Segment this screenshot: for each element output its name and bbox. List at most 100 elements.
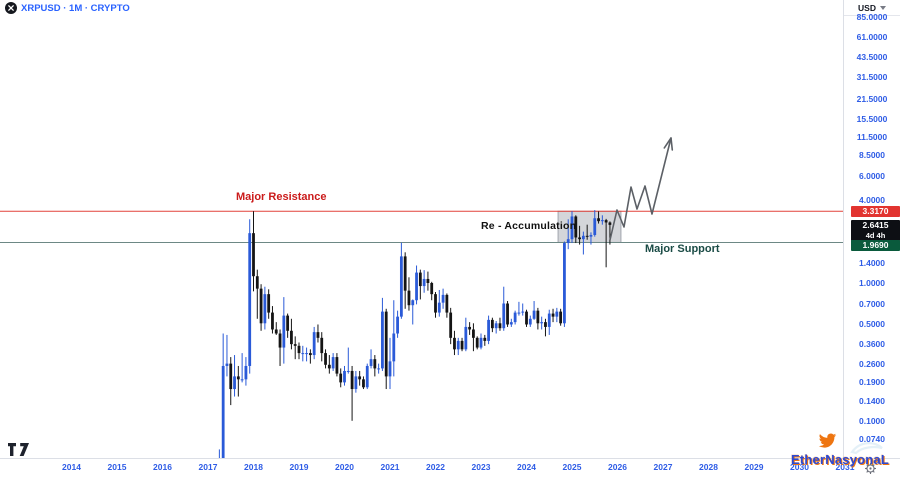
support-label[interactable]: Major Support	[645, 243, 720, 255]
candle	[464, 326, 468, 350]
year-tick-2018: 2018	[244, 462, 263, 472]
candle	[453, 337, 456, 350]
xrp-logo-icon	[5, 2, 17, 14]
watermark: EtherNasyonaL	[788, 433, 892, 471]
candle	[312, 332, 316, 356]
year-tick-2020: 2020	[335, 462, 354, 472]
price-tick: 0.2600	[859, 358, 885, 369]
candle	[350, 370, 354, 390]
candle	[566, 239, 570, 244]
price-axis[interactable]: 85.0000 61.0000 43.5000 31.5000 21.5000 15.50…	[844, 0, 900, 458]
candle	[411, 300, 415, 306]
symbol-title[interactable]: XRPUSD · 1M · CRYPTO	[21, 2, 130, 14]
candle	[301, 353, 305, 355]
candle	[555, 311, 559, 317]
candle	[354, 376, 358, 390]
candle	[494, 323, 498, 329]
candle	[271, 312, 274, 330]
candle	[373, 359, 377, 369]
candle	[600, 220, 604, 222]
candle	[589, 235, 593, 237]
resistance-label[interactable]: Major Resistance	[236, 191, 327, 203]
candle	[525, 311, 528, 325]
candle	[536, 310, 540, 324]
candle	[399, 256, 403, 317]
candle	[498, 323, 502, 329]
price-tick: 61.0000	[856, 31, 888, 42]
candle	[229, 363, 233, 390]
candle	[415, 272, 418, 301]
candle	[441, 294, 445, 303]
price-tick: 85.0000	[856, 12, 888, 23]
currency-label: USD	[858, 2, 876, 13]
year-tick-2025: 2025	[562, 462, 582, 472]
candle	[240, 379, 244, 381]
candle	[362, 379, 365, 388]
candle	[426, 278, 430, 283]
candle	[437, 302, 441, 313]
price-tick: 0.1000	[859, 415, 885, 426]
candle	[559, 311, 563, 324]
projection-arrow	[609, 137, 672, 241]
time-axis-settings-gear-icon[interactable]	[865, 461, 876, 479]
candle	[392, 333, 396, 362]
candle	[585, 235, 589, 237]
candle	[259, 288, 263, 324]
candle	[506, 303, 509, 325]
candle	[483, 337, 487, 341]
price-tick: 8.5000	[859, 149, 885, 160]
price-tick: 1.4000	[859, 257, 885, 268]
candle	[369, 359, 373, 366]
candle	[252, 233, 255, 277]
candle	[468, 326, 472, 330]
year-tick-2027: 2027	[653, 462, 673, 472]
year-tick-2024: 2024	[517, 462, 536, 472]
year-tick-2021: 2021	[380, 462, 400, 472]
price-tick: 0.1400	[859, 395, 885, 406]
candle	[574, 216, 578, 238]
currency-selector[interactable]: USD	[844, 0, 900, 16]
candle	[456, 340, 460, 350]
candle	[343, 370, 346, 383]
candle	[358, 376, 362, 380]
candle	[490, 319, 494, 329]
symbol-legend[interactable]: XRPUSD · 1M · CRYPTO	[5, 2, 130, 14]
candle	[528, 318, 532, 325]
tradingview-logo[interactable]	[8, 443, 29, 461]
candle	[608, 222, 612, 225]
resistance-price-badge: 3.3170	[851, 206, 900, 217]
price-tick: 1.0000	[859, 278, 885, 288]
price-tick: 4.0000	[859, 195, 885, 206]
candle	[532, 310, 536, 319]
candle	[396, 316, 399, 334]
candle	[248, 233, 252, 366]
accumulation-label[interactable]: Re - Accumulation	[481, 220, 577, 232]
candle	[225, 363, 229, 366]
chevron-down-icon	[879, 5, 886, 10]
candle	[293, 344, 297, 346]
year-tick-2031: 2031	[835, 462, 855, 472]
year-tick-2015: 2015	[107, 462, 127, 472]
year-tick-2028: 2028	[699, 462, 718, 472]
candle	[365, 365, 369, 388]
candle	[544, 322, 547, 327]
candle	[460, 340, 464, 350]
price-tick: 0.1900	[859, 377, 885, 388]
time-axis[interactable]: 2014 2015 2016 2017 2018 2019 2020 2021 2022 2023…	[0, 459, 900, 479]
year-tick-2019: 2019	[289, 462, 309, 472]
candle	[388, 361, 392, 377]
candle	[551, 313, 555, 317]
support-price-badge: 1.9690	[851, 240, 900, 251]
candle	[563, 243, 566, 324]
price-tick: 0.3600	[859, 339, 885, 350]
price-tick: 0.7000	[859, 299, 885, 310]
year-tick-2023: 2023	[471, 462, 491, 472]
candle	[547, 313, 551, 327]
year-tick-2017: 2017	[198, 462, 218, 472]
candle	[327, 364, 331, 369]
candle	[570, 216, 574, 240]
candle	[297, 345, 301, 354]
candle	[604, 220, 608, 223]
candle	[339, 373, 343, 383]
